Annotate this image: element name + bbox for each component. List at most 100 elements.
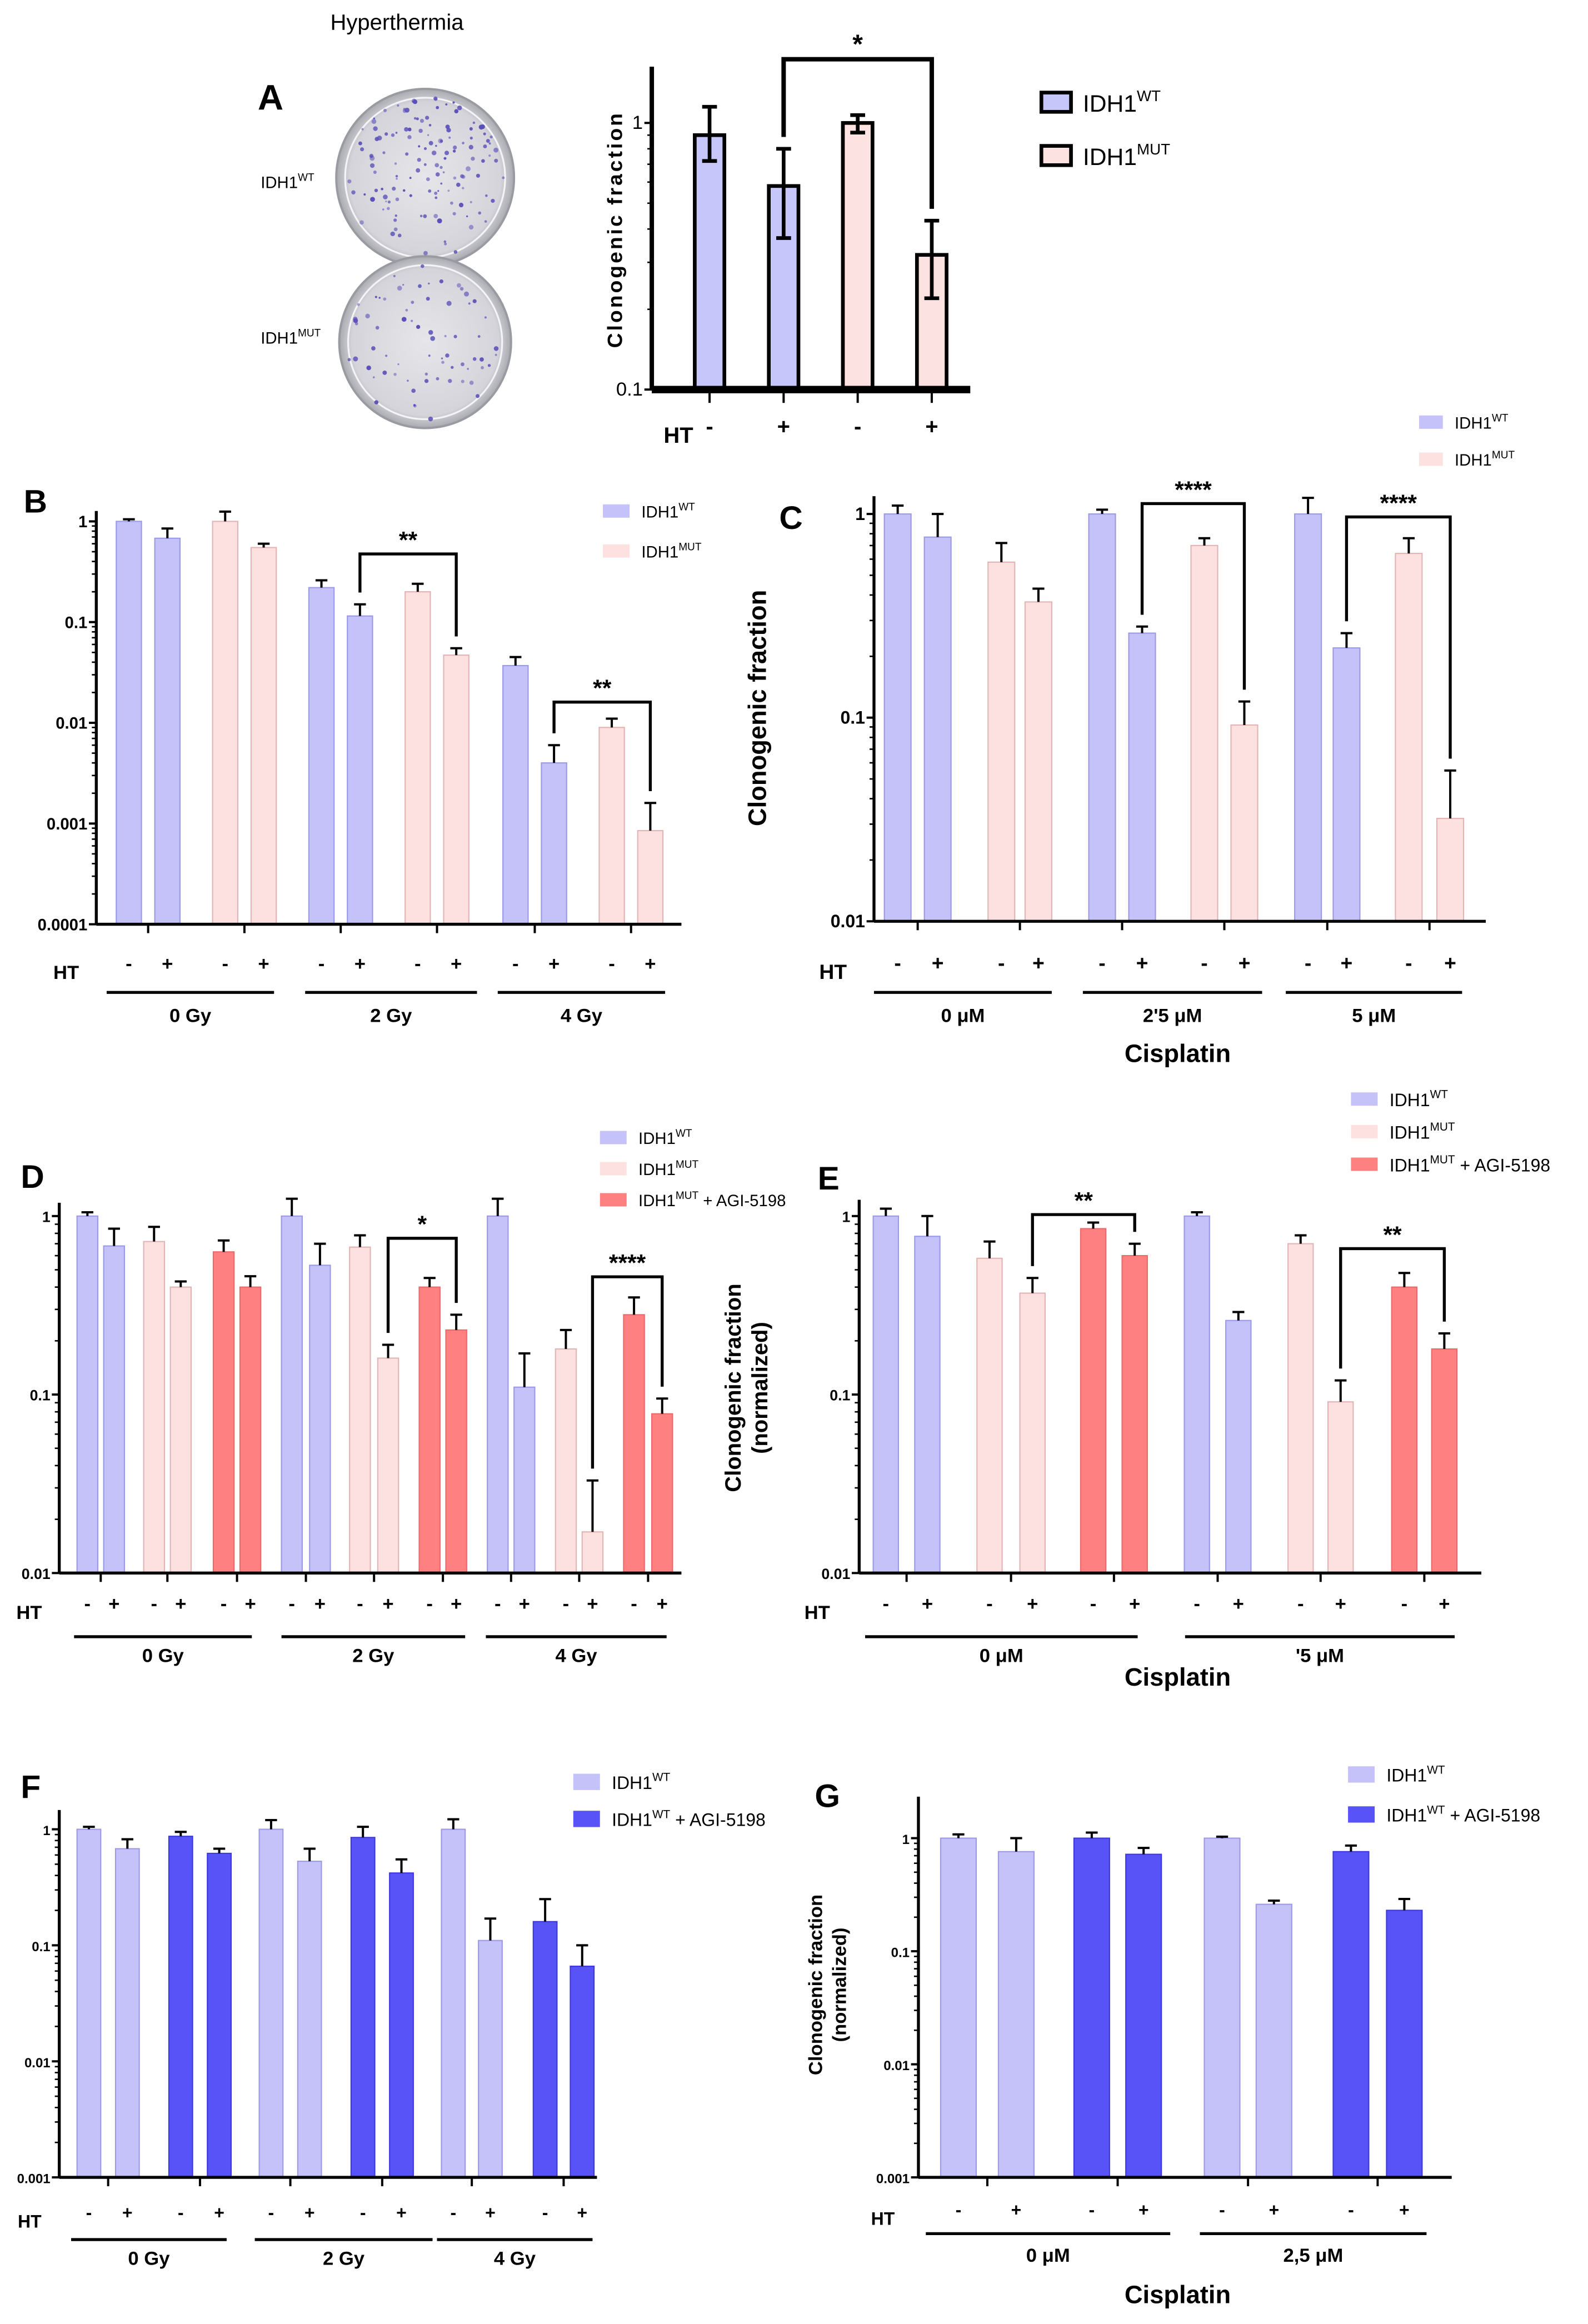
colony-dot: [374, 137, 379, 141]
colony-dot: [460, 174, 465, 178]
ht-tick-label: +: [1129, 1593, 1140, 1615]
legend-label: IDH1MUT: [1455, 449, 1515, 469]
ht-tick-label: +: [645, 953, 656, 974]
ht-tick-label: -: [883, 1593, 890, 1615]
colony-dot: [484, 316, 487, 319]
significance-label: ****: [609, 1250, 646, 1276]
significance-label: **: [399, 527, 418, 553]
colony-dot: [407, 379, 409, 382]
colony-dot: [491, 198, 495, 203]
ht-tick-label: +: [354, 953, 366, 974]
colony-dot: [409, 194, 412, 197]
colony-dot: [435, 144, 437, 147]
ht-tick-label: -: [84, 1593, 91, 1615]
ht-row-label: HT: [16, 1602, 42, 1623]
colony-dot: [373, 170, 377, 174]
label-base: IDH1: [612, 1773, 652, 1793]
panel-label: E: [818, 1161, 840, 1197]
y-tick-label: 0.01: [22, 1566, 51, 1582]
bar: [349, 1246, 371, 1574]
bar: [570, 1966, 595, 2178]
significance-bracket: [591, 1275, 664, 1469]
colony-dot: [462, 142, 465, 144]
legend-swatch: [573, 1773, 600, 1790]
colony-dot: [411, 301, 415, 304]
y-tick-label: 0.1: [616, 379, 643, 400]
colony-dot: [428, 189, 432, 193]
colony-dot: [393, 274, 396, 277]
colony-dot: [443, 157, 447, 160]
label-base: IDH1: [1386, 1806, 1427, 1826]
y-axis-title: (normalized): [829, 1928, 850, 2042]
bar: [872, 1215, 900, 1574]
ht-tick-label: +: [932, 951, 944, 974]
colony-dot: [401, 317, 407, 322]
colony-dot: [430, 336, 436, 341]
colony-dot: [363, 193, 366, 196]
colony-dot: [453, 145, 457, 150]
colony-dot: [486, 139, 490, 143]
colony-dot: [453, 176, 457, 180]
colony-dot: [481, 159, 485, 163]
bar: [541, 762, 567, 925]
bar: [1294, 513, 1322, 922]
legend-swatch: [1351, 1092, 1378, 1106]
group-label: 0 μM: [980, 1645, 1023, 1666]
colony-dot: [425, 116, 430, 120]
ht-row-label: HT: [805, 1602, 830, 1623]
ht-tick-label: +: [1233, 1593, 1244, 1615]
colony-dot: [426, 297, 430, 301]
bar: [581, 1531, 604, 1574]
colony-dot: [467, 368, 469, 370]
colony-dot: [472, 357, 477, 361]
bar: [997, 1851, 1035, 2178]
colony-dot: [427, 134, 430, 136]
bar: [212, 521, 238, 925]
legend-label: IDH1MUT: [1390, 1121, 1455, 1142]
legend-swatch: [1351, 1124, 1378, 1138]
bar: [987, 561, 1016, 922]
bar: [143, 1241, 166, 1574]
ht-tick-label: +: [1027, 1593, 1038, 1615]
colony-dot: [437, 190, 440, 192]
bar: [1125, 1853, 1162, 2178]
panel-label: A: [258, 77, 283, 117]
label-superscript: WT: [1137, 87, 1161, 104]
colony-dot: [416, 168, 421, 173]
y-tick-label: 0.01: [831, 911, 865, 931]
y-axis-title: Clonogenic fraction: [603, 111, 627, 348]
colony-dot: [428, 282, 430, 284]
colony-dot: [425, 372, 428, 376]
panel-e: E - + - + - + - + - + - +1 0.1 0.01 HT 0 μM '5 μM Cisplati…: [721, 1088, 1550, 1691]
colony-dot: [421, 264, 425, 268]
ht-tick-label: -: [854, 414, 861, 439]
colony-dot: [488, 142, 491, 145]
panel-label: F: [21, 1770, 41, 1806]
bar: [207, 1852, 232, 2178]
label-superscript: MUT: [1430, 1121, 1455, 1133]
ht-tick-label: +: [1136, 951, 1148, 974]
bar: [1024, 601, 1052, 922]
bar: [418, 1286, 441, 1574]
label-base: IDH1: [1390, 1090, 1430, 1110]
colony-dot: [445, 353, 450, 358]
colony-dot: [407, 135, 412, 139]
label-base: IDH1: [1083, 144, 1137, 171]
label-base: IDH1: [1386, 1766, 1427, 1786]
colony-dot: [475, 394, 480, 398]
label-base: IDH1: [261, 174, 298, 192]
colony-dot: [382, 370, 387, 375]
label-superscript: WT: [676, 1128, 692, 1139]
significance-bracket: [358, 552, 458, 637]
colony-dot: [411, 319, 413, 322]
significance-label: *: [852, 30, 863, 59]
ht-tick-label: -: [268, 2203, 274, 2223]
bar: [923, 536, 952, 922]
bar: [1255, 1903, 1292, 2178]
ht-tick-label: +: [1239, 951, 1251, 974]
colony-dot: [382, 151, 386, 154]
ht-tick-label: +: [1138, 2200, 1149, 2220]
colony-dot: [483, 144, 487, 148]
colony-dot: [493, 147, 498, 153]
